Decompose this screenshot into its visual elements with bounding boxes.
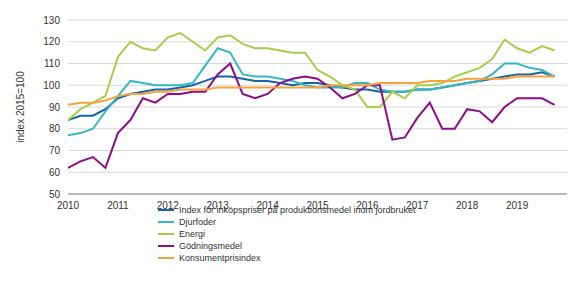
svg-text:120: 120 (43, 36, 60, 47)
svg-text:60: 60 (49, 167, 61, 178)
svg-text:80: 80 (49, 123, 61, 134)
svg-text:2018: 2018 (456, 200, 479, 211)
svg-text:2019: 2019 (506, 200, 529, 211)
svg-text:2015: 2015 (306, 200, 329, 211)
svg-text:50: 50 (49, 189, 61, 200)
svg-text:2011: 2011 (107, 200, 129, 211)
svg-text:2013: 2013 (207, 200, 230, 211)
svg-text:2017: 2017 (406, 200, 429, 211)
svg-text:130: 130 (43, 15, 60, 26)
svg-text:2010: 2010 (57, 200, 80, 211)
svg-text:110: 110 (44, 58, 60, 69)
svg-text:2012: 2012 (157, 200, 180, 211)
svg-text:90: 90 (49, 102, 61, 113)
svg-text:2014: 2014 (256, 200, 279, 211)
svg-text:100: 100 (43, 80, 60, 91)
svg-text:index 2015=100: index 2015=100 (15, 71, 26, 143)
svg-text:2016: 2016 (356, 200, 379, 211)
svg-text:70: 70 (49, 145, 61, 156)
